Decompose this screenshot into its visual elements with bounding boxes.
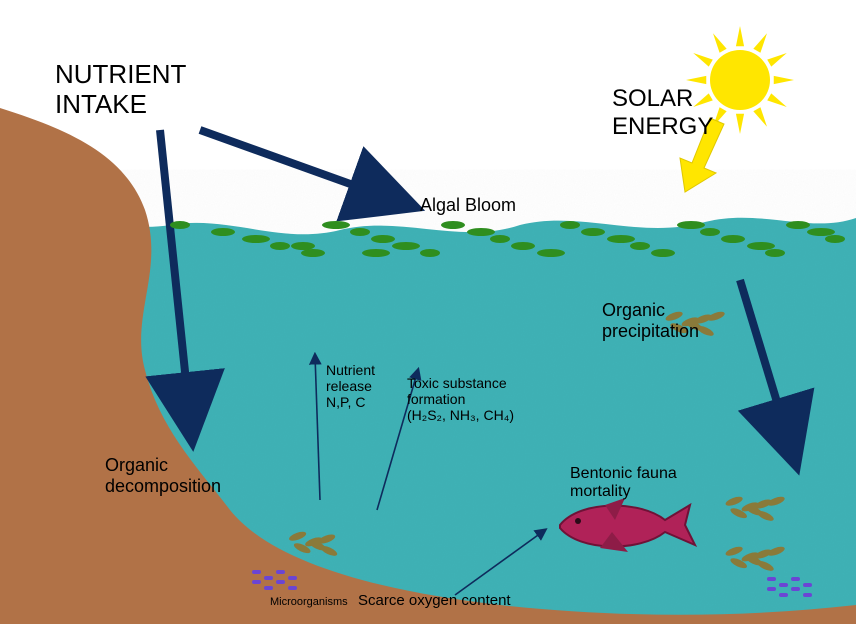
label-microorganisms: Microorganisms [270,596,348,609]
label-bentonic-fauna: Bentonic faunamortality [570,465,677,502]
label-scarce-oxygen: Scarce oxygen content [358,592,511,609]
label-nutrient-release: NutrientreleaseN,P, C [326,362,375,410]
label-solar-energy: SOLARENERGY [612,85,713,140]
label-toxic-formation: Toxic substanceformation(H₂S₂, NH₃, CH₄) [407,375,514,423]
diagram-canvas: NUTRIENTINTAKE SOLARENERGY Algal Bloom O… [0,0,856,624]
label-nutrient-intake: NUTRIENTINTAKE [55,60,186,120]
label-algal-bloom: Algal Bloom [420,195,516,216]
label-organic-precipitation: Organicprecipitation [602,300,699,341]
label-organic-decomposition: Organicdecomposition [105,455,221,496]
